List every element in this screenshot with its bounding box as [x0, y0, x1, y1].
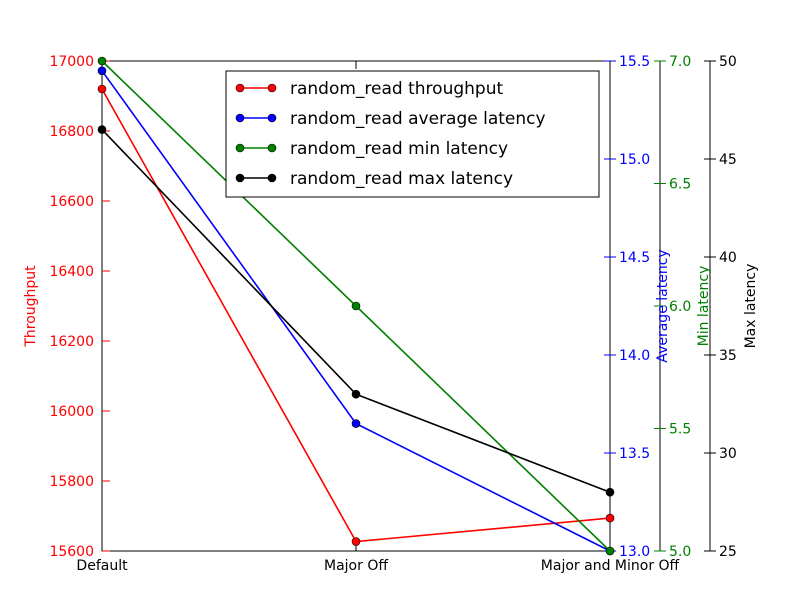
- average-tick-label: 14.0: [619, 348, 650, 364]
- throughput-tick-label: 16600: [49, 194, 94, 210]
- min-tick-label: 5.5: [669, 422, 691, 438]
- data-point: [351, 301, 361, 311]
- x-tick-label: Default: [76, 558, 128, 574]
- legend-swatch-marker: [235, 83, 245, 93]
- series-layer: [97, 56, 615, 556]
- legend: random_read throughput random_read averag…: [225, 70, 600, 198]
- legend-swatch-marker: [267, 113, 277, 123]
- data-point: [351, 419, 361, 428]
- min-tick-label: 5.0: [669, 544, 691, 560]
- x-tick-label: Major Off: [324, 558, 388, 574]
- max-tick-label: 50: [719, 54, 737, 70]
- data-point: [605, 487, 615, 497]
- max-tick-label: 30: [719, 446, 737, 462]
- legend-label: random_read max latency: [290, 169, 513, 189]
- data-point: [351, 389, 361, 399]
- legend-swatch-marker: [235, 143, 245, 153]
- legend-swatch-marker: [267, 143, 277, 153]
- legend-swatch-marker: [235, 173, 245, 183]
- axis-ticks: 15600 15800 16000 16200 16400 16600 16800 17000…: [23, 54, 759, 574]
- data-point: [351, 537, 361, 546]
- average-tick-label: 15.0: [619, 152, 650, 168]
- max-tick-label: 40: [719, 250, 737, 266]
- average-tick-label: 14.5: [619, 250, 650, 266]
- throughput-tick-label: 17000: [49, 54, 94, 70]
- throughput-tick-label: 16200: [49, 334, 94, 350]
- min-tick-label: 6.0: [669, 299, 691, 315]
- legend-label: random_read average latency: [290, 109, 546, 129]
- max-axis-label: Max latency: [743, 264, 759, 349]
- max-tick-label: 35: [719, 348, 737, 364]
- data-point: [605, 513, 615, 523]
- average-tick-label: 13.5: [619, 446, 650, 462]
- max-tick-label: 25: [719, 544, 737, 560]
- average-tick-label: 15.5: [619, 54, 650, 70]
- min-tick-label: 7.0: [669, 54, 691, 70]
- throughput-tick-label: 16000: [49, 404, 94, 420]
- throughput-axis-label: Throughput: [23, 265, 39, 348]
- legend-swatch-marker: [267, 83, 277, 93]
- data-point: [97, 66, 107, 76]
- throughput-tick-label: 15800: [49, 474, 94, 490]
- average-tick-label: 13.0: [619, 544, 650, 560]
- legend-swatch-marker: [235, 113, 245, 123]
- data-point: [97, 56, 107, 66]
- legend-box: [225, 70, 600, 198]
- throughput-tick-label: 16800: [49, 124, 94, 140]
- throughput-tick-label: 16400: [49, 264, 94, 280]
- x-tick-label: Major and Minor Off: [541, 558, 680, 574]
- legend-swatch-marker: [267, 173, 277, 183]
- throughput-tick-label: 15600: [49, 544, 94, 560]
- data-point: [97, 125, 107, 134]
- legend-label: random_read min latency: [290, 139, 508, 159]
- legend-label: random_read throughput: [290, 79, 503, 99]
- max-tick-label: 45: [719, 152, 737, 168]
- data-point: [97, 84, 107, 94]
- min-tick-label: 6.5: [669, 177, 691, 193]
- average-axis-label: Average latency: [655, 249, 671, 362]
- min-axis-label: Min latency: [696, 266, 712, 347]
- data-point: [605, 546, 615, 556]
